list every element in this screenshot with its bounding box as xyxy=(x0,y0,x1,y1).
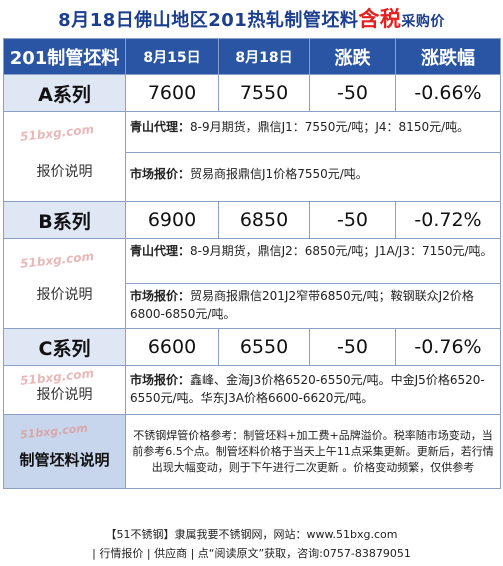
note-key: 市场报价： xyxy=(130,167,191,181)
series-name: C系列 xyxy=(3,328,126,366)
price-prev: 7600 xyxy=(125,74,219,112)
summary-label-cell: 51bxg.com 制管坯料说明 xyxy=(3,414,126,489)
header-date-prev: 8月15日 xyxy=(125,38,219,75)
summary-label: 制管坯料说明 xyxy=(19,451,110,469)
note-line: 青山代理：8-9月期货，鼎信J2：6850元/吨；J1A/J3：7150元/吨。 xyxy=(126,239,500,283)
footer: 【51不锈钢】隶属我要不锈钢网，网站：www.51bxg.com | 行情报价 … xyxy=(0,525,503,563)
price-change: -50 xyxy=(309,74,396,112)
note-text: 鑫峰、金海J3价格6520-6550元/吨。中金J5价格6520-6550元/吨… xyxy=(130,373,485,405)
title-suffix: 采购价 xyxy=(401,14,445,30)
table-row: C系列 6600 6550 -50 -0.76% xyxy=(3,328,501,366)
table-header-row: 201制管坯料 8月15日 8月18日 涨跌 涨跌幅 xyxy=(3,38,501,75)
price-curr: 6550 xyxy=(218,328,310,366)
footer-line-2: | 行情报价 | 供应商 | 点“阅读原文”获取，咨询:0757-8387905… xyxy=(92,547,411,560)
series-name: B系列 xyxy=(3,201,126,239)
table-row: B系列 6900 6850 -50 -0.72% xyxy=(3,201,501,239)
note-label-cell: 51bxg.com 报价说明 xyxy=(3,238,126,329)
price-change: -50 xyxy=(309,328,396,366)
note-key: 青山代理： xyxy=(130,120,191,134)
note-label-cell: 51bxg.com 报价说明 xyxy=(3,111,126,202)
note-label: 报价说明 xyxy=(36,286,93,303)
price-change-pct: -0.66% xyxy=(395,74,501,112)
title-accent: 含税 xyxy=(358,7,402,31)
page-title: 8月18日佛山地区201热轧制管坯料含税采购价 xyxy=(0,0,503,38)
note-text: 贸易商报鼎信201J2窄带6850元/吨；鞍钢联众J2价格6800-6850元/… xyxy=(130,289,474,321)
note-text: 贸易商报鼎信J1价格7550元/吨。 xyxy=(190,167,368,181)
header-date-curr: 8月18日 xyxy=(218,38,310,75)
title-main: 8月18日佛山地区201热轧制管坯料 xyxy=(58,10,359,31)
price-curr: 7550 xyxy=(218,74,310,112)
note-label: 报价说明 xyxy=(36,163,93,180)
note-line: 市场报价：贸易商报鼎信J1价格7550元/吨。 xyxy=(126,152,500,200)
price-change: -50 xyxy=(309,201,396,239)
note-label-cell: 51bxg.com 报价说明 xyxy=(3,365,126,415)
footer-line-1: 【51不锈钢】隶属我要不锈钢网，网站：www.51bxg.com xyxy=(105,528,398,541)
price-curr: 6850 xyxy=(218,201,310,239)
header-change-pct: 涨跌幅 xyxy=(395,38,501,75)
note-content: 青山代理：8-9月期货，鼎信J1：7550元/吨；J4：8150元/吨。 市场报… xyxy=(125,111,501,202)
price-prev: 6600 xyxy=(125,328,219,366)
watermark-logo: 51bxg.com xyxy=(19,421,89,442)
price-change-pct: -0.72% xyxy=(395,201,501,239)
watermark-logo: 51bxg.com xyxy=(19,122,95,144)
watermark-logo: 51bxg.com xyxy=(19,366,95,388)
price-prev: 6900 xyxy=(125,201,219,239)
summary-text: 不锈钢焊管价格参考：制管坯料+加工费+品牌溢价。税率随市场变动，当前参考6.5个… xyxy=(125,414,501,489)
note-text: 8-9月期货，鼎信J2：6850元/吨；J1A/J3：7150元/吨。 xyxy=(190,244,493,258)
note-text: 8-9月期货，鼎信J1：7550元/吨；J4：8150元/吨。 xyxy=(190,120,470,134)
note-row: 51bxg.com 报价说明 市场报价：鑫峰、金海J3价格6520-6550元/… xyxy=(3,365,501,415)
note-key: 市场报价： xyxy=(130,289,191,303)
price-table: 201制管坯料 8月15日 8月18日 涨跌 涨跌幅 A系列 7600 7550… xyxy=(3,38,501,489)
note-row: 51bxg.com 报价说明 青山代理：8-9月期货，鼎信J2：6850元/吨；… xyxy=(3,238,501,329)
note-line: 青山代理：8-9月期货，鼎信J1：7550元/吨；J4：8150元/吨。 xyxy=(126,112,500,152)
note-key: 青山代理： xyxy=(130,244,191,258)
note-content: 市场报价：鑫峰、金海J3价格6520-6550元/吨。中金J5价格6520-65… xyxy=(125,365,501,415)
header-product: 201制管坯料 xyxy=(3,38,126,75)
note-content: 青山代理：8-9月期货，鼎信J2：6850元/吨；J1A/J3：7150元/吨。… xyxy=(125,238,501,329)
note-label: 报价说明 xyxy=(36,387,93,403)
note-row: 51bxg.com 报价说明 青山代理：8-9月期货，鼎信J1：7550元/吨；… xyxy=(3,111,501,202)
summary-row: 51bxg.com 制管坯料说明 不锈钢焊管价格参考：制管坯料+加工费+品牌溢价… xyxy=(3,414,501,489)
header-change: 涨跌 xyxy=(309,38,396,75)
note-key: 市场报价： xyxy=(130,373,191,387)
price-change-pct: -0.76% xyxy=(395,328,501,366)
series-name: A系列 xyxy=(3,74,126,112)
note-line: 市场报价：鑫峰、金海J3价格6520-6550元/吨。中金J5价格6520-65… xyxy=(126,366,500,414)
table-row: A系列 7600 7550 -50 -0.66% xyxy=(3,74,501,112)
watermark-logo: 51bxg.com xyxy=(19,249,95,271)
note-line: 市场报价：贸易商报鼎信201J2窄带6850元/吨；鞍钢联众J2价格6800-6… xyxy=(126,283,500,327)
